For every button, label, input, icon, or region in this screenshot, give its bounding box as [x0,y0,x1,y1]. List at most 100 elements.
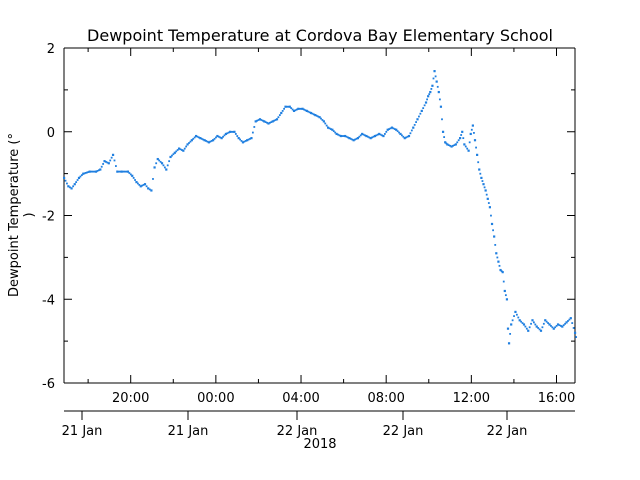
data-point-trace [470,128,473,131]
y-tick-label: -2 [42,210,55,225]
data-point-trace [138,183,141,186]
data-point-trace [270,121,273,123]
data-point-trace [426,98,428,101]
data-point-trace [129,173,132,176]
data-point [258,118,262,121]
data-point-trace [456,141,459,144]
data-point-trace [86,171,88,174]
data-point-trace [541,326,544,329]
data-point-trace [260,119,263,121]
data-point-trace [269,121,271,124]
data-point [131,174,134,177]
data-point-trace [330,128,332,130]
data-point-trace [432,77,435,80]
data-point-trace [490,214,492,217]
data-point-trace [396,130,399,133]
data-point-trace [572,327,575,329]
data-point [435,80,438,83]
data-point [153,166,156,169]
data-point-trace [355,137,358,140]
data-point [503,289,506,293]
data-point [339,134,342,138]
data-point-trace [234,133,237,135]
data-point-trace [438,98,441,101]
data-point [458,137,462,140]
data-point-trace [189,140,192,143]
data-point [116,170,119,173]
data-point [73,183,76,186]
data-point-trace [205,140,207,142]
data-point [220,137,223,140]
data-point-trace [409,132,412,135]
data-point [416,118,419,121]
data-point-trace [100,165,103,168]
data-point-trace [93,170,96,173]
data-point-trace [141,184,144,187]
x-tick-label: 12:00 [453,391,490,406]
data-point-trace [315,114,318,117]
data-point [412,126,415,129]
data-point [305,109,308,113]
data-point-trace [554,326,557,329]
data-point [441,130,445,133]
data-point-trace [423,104,426,107]
data-point-trace [274,119,277,121]
data-point-trace [398,131,400,134]
data-point-trace [277,116,280,119]
data-point-trace [76,179,79,181]
data-point-trace [325,124,328,127]
data-point-trace [362,133,365,136]
y-tick-label: 0 [47,126,55,141]
x-axis-year-label: 2018 [303,437,336,452]
data-point-trace [264,121,267,123]
data-point-trace [550,324,552,327]
data-point-trace [251,131,254,134]
data-point [88,170,91,173]
data-point-trace [215,136,217,139]
data-point [407,134,411,138]
data-point [444,141,447,144]
y-axis-label: Dewpoint Temperature (° [7,133,22,297]
data-point [331,128,334,131]
data-point-trace [75,181,78,183]
data-point-trace [283,107,285,110]
data-point-trace [376,133,379,136]
data-point-trace [337,133,339,136]
data-point-trace [483,186,486,189]
data-point-trace [181,149,183,151]
data-point [386,128,389,131]
data-point-trace [239,138,241,141]
data-point-trace [358,135,361,138]
data-point [275,118,279,121]
data-point [395,128,398,131]
data-point [478,168,481,171]
data-point-trace [227,131,230,134]
data-point-trace [366,135,369,138]
data-point [352,139,355,142]
data-point-trace [230,130,233,133]
data-point-trace [64,179,67,182]
data-point-trace [524,325,527,328]
data-point-trace [368,136,371,139]
data-point-trace [351,138,354,141]
data-point-trace [547,322,549,324]
data-point-trace [515,313,518,316]
date-tick-label: 22 Jan [487,424,528,439]
data-point-trace [209,140,212,143]
data-point-trace [475,146,477,149]
data-point [454,143,457,146]
data-point-trace [477,161,480,164]
data-point-trace [240,140,243,142]
data-point [552,327,555,330]
data-point [390,126,394,129]
data-point-trace [287,105,290,108]
data-point-trace [428,93,431,96]
data-point-trace [249,137,251,140]
data-point [309,111,313,115]
data-point [326,126,330,129]
data-point-trace [317,115,320,118]
data-point-trace [236,135,239,137]
data-point-trace [210,140,213,142]
data-point-trace [196,135,199,138]
data-point [194,134,198,138]
